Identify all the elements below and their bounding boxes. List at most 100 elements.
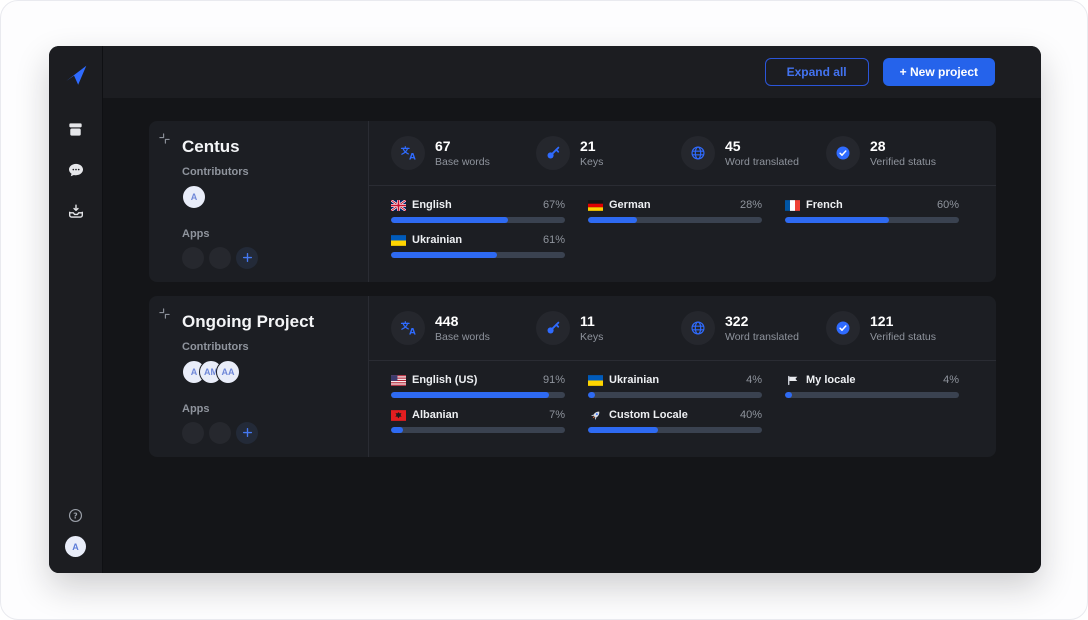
stat-label: Keys [580,156,604,168]
flag-icon [391,234,406,246]
app-placeholder [182,422,204,444]
stat-icon [536,311,570,345]
stat: 121 Verified status [826,311,971,345]
content-column: Expand all + New project Centus Contribu… [103,46,1041,573]
progress-fill [391,427,404,433]
plus-icon [242,251,253,266]
stat: 21 Keys [536,136,681,170]
project-card-ongoing-project: Ongoing Project Contributors A AM AA App… [149,296,996,457]
language-progress: Albanian 7% [391,409,565,433]
project-title[interactable]: Centus [182,137,240,156]
project-stats: A 67 Base words [369,121,996,186]
sidebar-nav-icon [67,161,85,179]
progress-track [588,217,762,223]
help-button[interactable]: ? [65,504,87,526]
progress-track [785,217,959,223]
project-info-pane: Centus Contributors A Apps [149,121,369,282]
sidebar-nav-icon [67,202,85,220]
flag-icon [588,199,603,211]
language-name: German [609,199,651,211]
language-name: Ukrainian [609,374,660,386]
app-placeholder [182,247,204,269]
projects-list: Centus Contributors A Apps [103,98,1041,573]
language-progress: English (US) 91% [391,374,565,398]
flag-icon [391,199,406,211]
flag-icon [785,375,800,386]
contributor-avatar[interactable]: A [182,185,206,209]
project-details-pane: A 67 Base words [369,121,996,282]
project-stats: A 448 Base words [369,296,996,361]
sidebar-nav-icon [66,120,85,139]
collapse-project-button[interactable] [157,130,172,149]
stat: A 67 Base words [391,136,536,170]
user-avatar[interactable]: A [65,536,86,557]
apps-label: Apps [182,228,210,240]
stat-icon: A [391,311,425,345]
progress-track [391,252,565,258]
contributor-avatar[interactable]: AA [216,360,240,384]
stat-value: 322 [725,313,749,329]
stat-icon [681,311,715,345]
project-details-pane: A 448 Base words [369,296,996,457]
add-app-button[interactable] [236,422,258,444]
stat-label: Keys [580,331,604,343]
sidebar-nav [65,118,87,222]
language-percent: 28% [739,199,762,211]
svg-text:A: A [409,152,416,162]
stat: A 448 Base words [391,311,536,345]
progress-fill [785,392,792,398]
contributors-label: Contributors [182,341,249,353]
svg-text:A: A [409,327,416,337]
stat-value: 45 [725,138,741,154]
project-card-centus: Centus Contributors A Apps [149,121,996,282]
languages-grid: English (US) 91% [369,361,996,457]
language-percent: 7% [549,409,565,421]
app-logo-icon [63,62,89,88]
sidebar-nav-button[interactable] [65,200,87,222]
stat: 28 Verified status [826,136,971,170]
progress-fill [391,392,550,398]
help-icon: ? [67,507,84,524]
flag-icon [391,374,406,386]
contributors-label: Contributors [182,166,249,178]
stat-icon [826,311,860,345]
language-percent: 91% [542,374,565,386]
stat-label: Verified status [870,156,936,168]
stat: 322 Word translated [681,311,826,345]
progress-fill [588,217,637,223]
progress-fill [391,217,508,223]
stat-value: 11 [580,313,595,329]
stat-label: Base words [435,331,490,343]
apps-row [182,422,352,444]
stat-value: 28 [870,138,886,154]
language-progress: Ukrainian 4% [588,374,762,398]
languages-grid: English 67% [369,186,996,282]
sidebar-nav-button[interactable] [65,159,87,181]
stat-value: 21 [580,138,596,154]
progress-fill [785,217,890,223]
new-project-button[interactable]: + New project [882,58,995,86]
progress-track [391,427,565,433]
collapse-icon [159,307,170,322]
stat-value: 448 [435,313,459,329]
flag-icon [391,409,406,421]
sidebar-nav-button[interactable] [65,118,87,140]
language-name: French [806,199,843,211]
stat-value: 67 [435,138,451,154]
stat-icon: A [391,136,425,170]
progress-track [391,217,565,223]
stat: 11 Keys [536,311,681,345]
language-name: Ukrainian [412,234,463,246]
project-title[interactable]: Ongoing Project [182,312,315,331]
expand-all-button[interactable]: Expand all [764,58,869,86]
add-app-button[interactable] [236,247,258,269]
sidebar: ? A [49,46,103,573]
progress-fill [588,392,595,398]
language-percent: 4% [746,374,762,386]
language-progress: German 28% [588,199,762,223]
sidebar-bottom: ? A [65,504,87,557]
collapse-project-button[interactable] [157,305,172,324]
stat: 45 Word translated [681,136,826,170]
stat-value: 121 [870,313,894,329]
